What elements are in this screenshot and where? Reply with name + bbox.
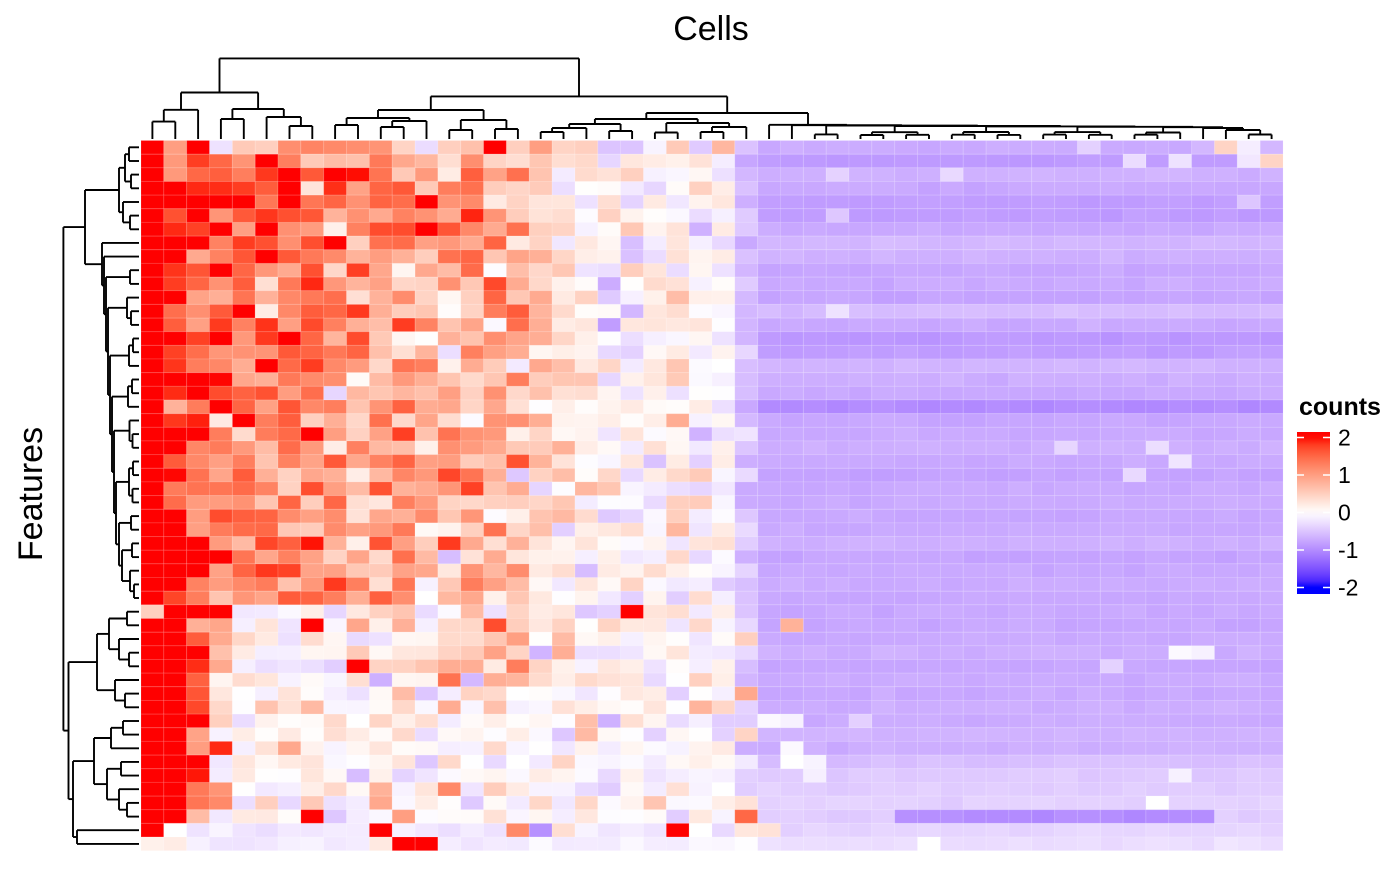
svg-text:1: 1 (1338, 462, 1351, 488)
svg-text:0: 0 (1338, 500, 1351, 526)
svg-text:Cells: Cells (673, 10, 749, 48)
svg-text:counts: counts (1299, 393, 1381, 421)
svg-text:-2: -2 (1338, 575, 1358, 601)
svg-text:-1: -1 (1338, 537, 1358, 563)
svg-text:2: 2 (1338, 425, 1351, 451)
svg-text:Features: Features (12, 427, 50, 561)
